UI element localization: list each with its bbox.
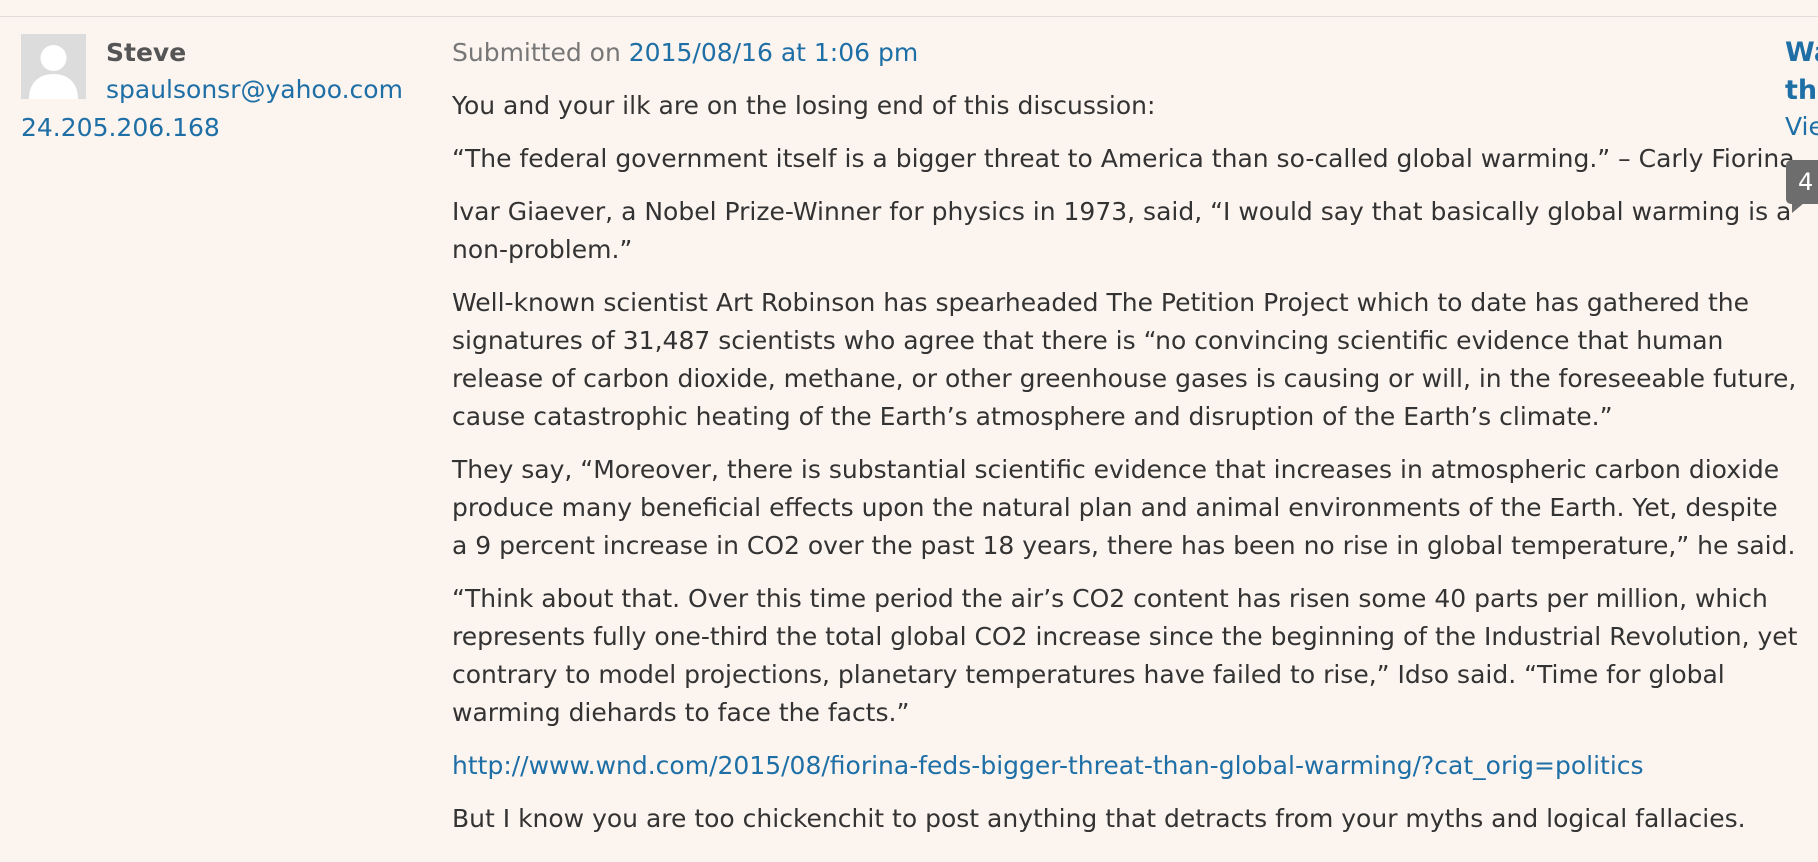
comment-paragraph: “Think about that. Over this time period…: [452, 580, 1798, 732]
comment-paragraphs: You and your ilk are on the losing end o…: [452, 87, 1798, 732]
in-response-to: Wa the Vie: [1785, 34, 1818, 144]
default-avatar-icon: [21, 34, 86, 99]
comment-paragraph-line: contrary to model projections, planetary…: [452, 660, 1725, 689]
comment-paragraph-line: a 9 percent increase in CO2 over the pas…: [452, 531, 1796, 560]
comment-paragraph-line: “The federal government itself is a bigg…: [452, 144, 1795, 173]
comment-paragraph-line: release of carbon dioxide, methane, or o…: [452, 364, 1797, 393]
comment-paragraph-line: produce many beneficial effects upon the…: [452, 493, 1778, 522]
comment-count-badge[interactable]: 4: [1786, 160, 1818, 204]
submitted-on: Submitted on 2015/08/16 at 1:06 pm: [452, 34, 1752, 72]
comment-paragraph-line: non-problem.”: [452, 235, 633, 264]
author-name: Steve: [106, 38, 187, 67]
author-email-link[interactable]: spaulsonsr@yahoo.com: [106, 75, 403, 104]
comment-closing-text: But I know you are too chickenchit to po…: [452, 804, 1746, 833]
comment-paragraph: Ivar Giaever, a Nobel Prize-Winner for p…: [452, 193, 1792, 269]
comment-paragraph-line: You and your ilk are on the losing end o…: [452, 91, 1156, 120]
comment-url-link[interactable]: http://www.wnd.com/2015/08/fiorina-feds-…: [452, 751, 1644, 780]
author-ip-link[interactable]: 24.205.206.168: [21, 113, 220, 142]
view-post-link[interactable]: Vie: [1785, 112, 1818, 141]
post-title-link-line1[interactable]: Wa: [1785, 37, 1818, 68]
comment-paragraph: They say, “Moreover, there is substantia…: [452, 451, 1796, 565]
comment-closing-paragraph: But I know you are too chickenchit to po…: [452, 800, 1752, 838]
comment-paragraph-line: cause catastrophic heating of the Earth’…: [452, 402, 1613, 431]
comment-paragraph-line: They say, “Moreover, there is substantia…: [452, 455, 1780, 484]
submitted-date-link[interactable]: 2015/08/16 at 1:06 pm: [628, 38, 919, 67]
comment-body: Submitted on 2015/08/16 at 1:06 pm You a…: [452, 34, 1798, 838]
comment-count-badge-tail: [1792, 203, 1804, 213]
post-title-link-line2[interactable]: the: [1785, 75, 1818, 106]
comment-paragraph-line: Well-known scientist Art Robinson has sp…: [452, 288, 1750, 317]
comment-link-paragraph: http://www.wnd.com/2015/08/fiorina-feds-…: [452, 747, 1752, 785]
comment-paragraph-line: Ivar Giaever, a Nobel Prize-Winner for p…: [452, 197, 1792, 226]
comment-paragraph-line: “Think about that. Over this time period…: [452, 584, 1768, 613]
comment-paragraph: “The federal government itself is a bigg…: [452, 140, 1795, 178]
comment-paragraph-line: represents fully one-third the total glo…: [452, 622, 1798, 651]
submitted-prefix: Submitted on: [452, 38, 621, 67]
comment-paragraph-line: warming diehards to face the facts.”: [452, 698, 910, 727]
comment-paragraph: Well-known scientist Art Robinson has sp…: [452, 284, 1797, 436]
comment-paragraph: You and your ilk are on the losing end o…: [452, 87, 1752, 125]
top-divider: [0, 16, 1818, 17]
comment-paragraph-line: signatures of 31,487 scientists who agre…: [452, 326, 1724, 355]
